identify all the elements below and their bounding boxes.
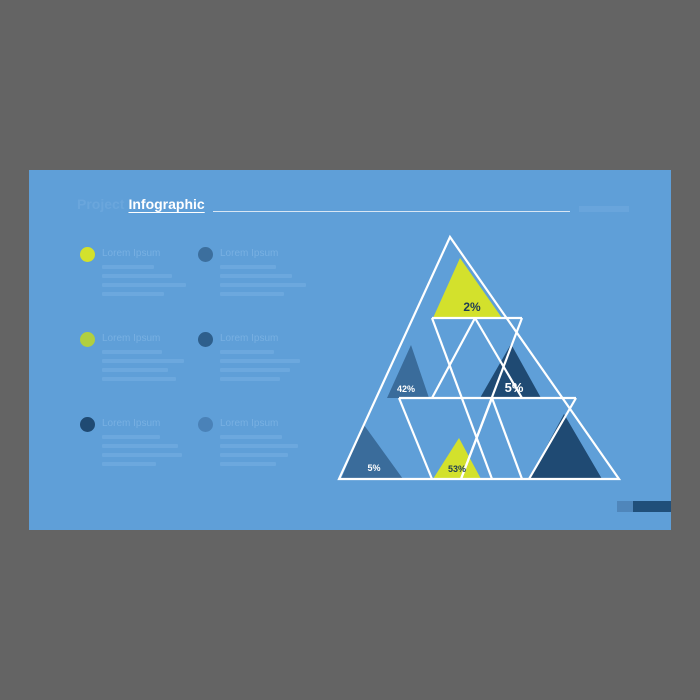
pyramid-value-middle-left: 42% <box>397 384 415 394</box>
pyramid-segment-top <box>433 258 502 318</box>
pyramid-segment-middle-left <box>387 345 429 398</box>
legend-label: Lorem Ipsum <box>102 333 161 344</box>
pyramid-value-top: 2% <box>463 300 481 314</box>
legend-text-placeholder <box>220 265 306 301</box>
legend-label: Lorem Ipsum <box>220 333 279 344</box>
title-main: Infographic <box>128 196 205 212</box>
legend-dot-icon <box>198 247 213 262</box>
title-divider <box>213 211 570 212</box>
legend-item: Lorem Ipsum <box>80 247 190 317</box>
legend-item: Lorem Ipsum <box>80 332 190 402</box>
slide: Project Infographic Lorem Ipsum Lorem Ip… <box>29 170 671 530</box>
legend-dot-icon <box>198 417 213 432</box>
legend-dot-icon <box>198 332 213 347</box>
legend-label: Lorem Ipsum <box>220 418 279 429</box>
pyramid-segment-middle-right <box>480 344 541 398</box>
legend-text-placeholder <box>102 350 184 386</box>
legend-dot-icon <box>80 332 95 347</box>
pyramid-diagram: 2% 42% 5% 5% 53% <box>337 234 622 481</box>
legend-label: Lorem Ipsum <box>102 418 161 429</box>
legend-item: Lorem Ipsum <box>198 417 308 487</box>
pyramid-value-middle-right: 5% <box>505 380 524 395</box>
footer-accent-light <box>617 501 633 512</box>
title-prefix: Project <box>77 196 125 212</box>
legend-text-placeholder <box>102 265 186 301</box>
legend-text-placeholder <box>220 350 300 386</box>
pyramid-segment-bottom-left <box>341 425 403 479</box>
pyramid-grid <box>337 234 622 481</box>
pyramid-value-bottom-left: 5% <box>367 463 380 473</box>
legend-dot-icon <box>80 417 95 432</box>
legend-item: Lorem Ipsum <box>198 247 308 317</box>
page-title: Project Infographic <box>77 196 205 212</box>
pyramid-segment-bottom-center <box>433 438 481 479</box>
legend-label: Lorem Ipsum <box>102 248 161 259</box>
title-divider-accent <box>579 206 629 212</box>
legend-dot-icon <box>80 247 95 262</box>
footer-accent-dark <box>633 501 671 512</box>
pyramid-segment-bottom-right <box>529 414 602 479</box>
legend-text-placeholder <box>102 435 182 471</box>
legend-item: Lorem Ipsum <box>198 332 308 402</box>
pyramid-value-bottom-center: 53% <box>448 464 466 474</box>
legend-label: Lorem Ipsum <box>220 248 279 259</box>
legend-text-placeholder <box>220 435 298 471</box>
legend-item: Lorem Ipsum <box>80 417 190 487</box>
